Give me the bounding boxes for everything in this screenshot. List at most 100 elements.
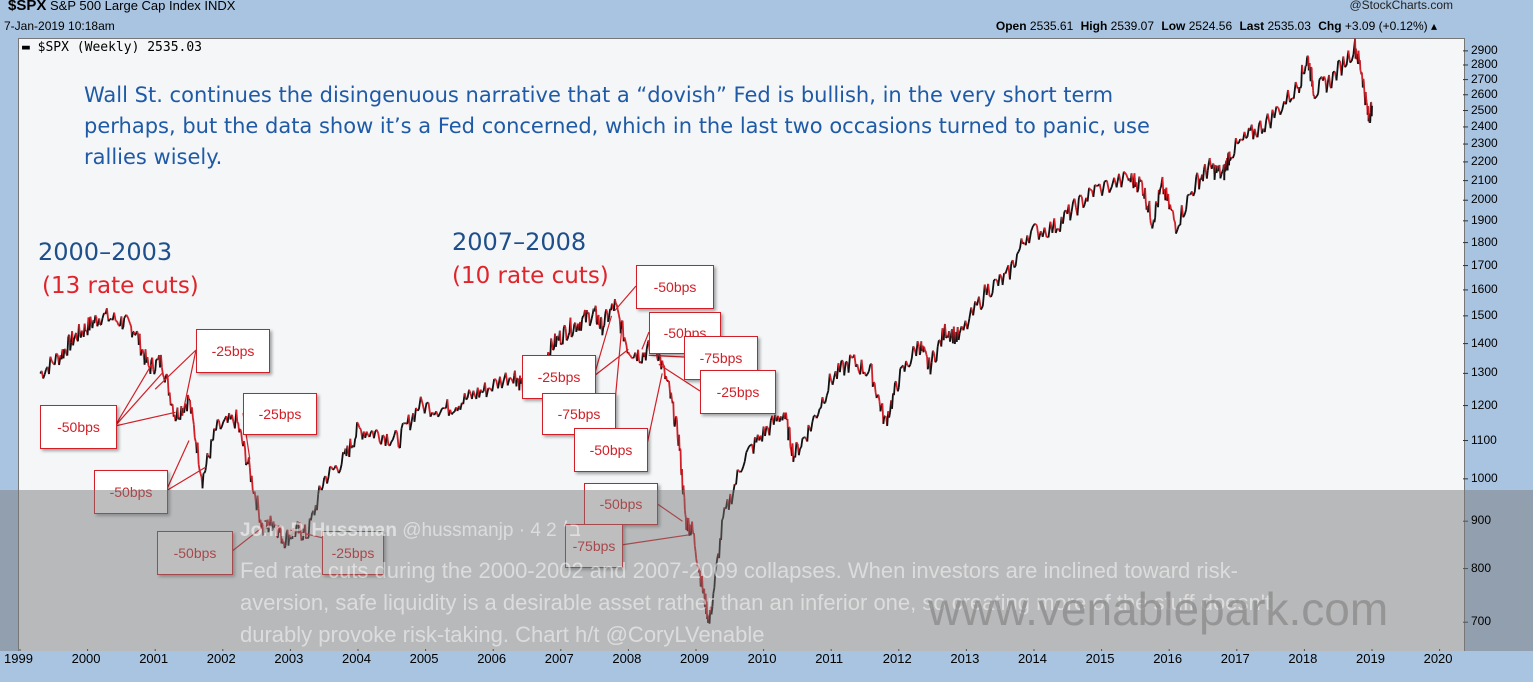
price-segment xyxy=(1239,138,1242,141)
price-segment xyxy=(1144,187,1147,202)
price-segment xyxy=(215,419,219,431)
price-segment xyxy=(607,317,610,323)
price-segment xyxy=(322,477,326,487)
price-segment xyxy=(910,346,915,359)
price-segment xyxy=(1279,109,1284,116)
price-segment xyxy=(625,345,629,354)
rate-cut-callout: -25bps xyxy=(322,531,384,575)
price-segment xyxy=(563,324,567,329)
price-segment xyxy=(171,404,175,417)
price-segment xyxy=(250,475,254,491)
price-segment xyxy=(1347,50,1351,63)
y-tick-label: 900 xyxy=(1471,513,1492,528)
price-segment xyxy=(277,525,281,533)
tweet-author: John P. Hussman @hussmanjp · 4 ב׳ 2 xyxy=(240,520,581,542)
rate-cut-callout: -50bps xyxy=(157,531,233,575)
price-segment xyxy=(465,397,469,401)
price-segment xyxy=(1073,198,1077,208)
price-segment xyxy=(298,522,301,526)
price-segment xyxy=(310,512,314,521)
x-tick-label: 2000 xyxy=(71,651,101,666)
price-segment xyxy=(450,411,454,416)
price-segment xyxy=(115,319,118,323)
x-tick-label: 2014 xyxy=(1018,651,1047,666)
price-segment xyxy=(123,315,126,319)
price-segment xyxy=(284,532,288,546)
price-segment xyxy=(1196,172,1200,178)
price-segment xyxy=(368,431,372,438)
x-tick-label: 2015 xyxy=(1085,651,1115,666)
price-segment xyxy=(1149,217,1152,224)
price-segment xyxy=(1185,195,1189,210)
price-segment xyxy=(236,421,240,424)
price-segment xyxy=(617,313,621,320)
price-segment xyxy=(675,416,678,420)
price-segment xyxy=(929,362,933,375)
price-segment xyxy=(512,375,516,384)
price-segment xyxy=(349,438,353,448)
price-segment xyxy=(615,302,618,306)
callout-pointer xyxy=(614,285,637,311)
price-segment xyxy=(701,575,704,593)
price-segment xyxy=(1106,180,1111,193)
price-segment xyxy=(972,301,976,316)
price-segment xyxy=(1263,119,1268,133)
price-segment xyxy=(926,365,930,370)
price-segment xyxy=(1175,229,1179,234)
price-segment xyxy=(176,407,180,420)
price-segment xyxy=(161,367,164,375)
price-segment xyxy=(865,373,869,377)
price-segment xyxy=(628,354,631,357)
price-segment xyxy=(847,354,851,373)
price-segment xyxy=(1086,187,1090,202)
price-segment xyxy=(1187,193,1190,197)
y-tick-label: 2000 xyxy=(1471,192,1498,207)
x-tick-label: 2006 xyxy=(477,651,507,666)
price-segment xyxy=(365,431,369,436)
price-segment xyxy=(1266,113,1271,122)
price-segment xyxy=(69,342,73,351)
price-segment xyxy=(819,407,822,410)
x-tick-label: 2001 xyxy=(139,651,169,666)
price-segment xyxy=(1269,109,1274,129)
price-segment xyxy=(1159,186,1162,189)
price-segment xyxy=(439,408,443,414)
price-segment xyxy=(134,333,137,336)
y-tick-label: 2900 xyxy=(1471,42,1498,57)
price-segment xyxy=(1136,189,1140,193)
rate-cut-callout: -50bps xyxy=(584,483,658,525)
y-tick-label: 1000 xyxy=(1471,470,1498,485)
price-segment xyxy=(1342,56,1346,68)
index-title: $SPX S&P 500 Large Cap Index INDX xyxy=(8,0,235,14)
price-segment xyxy=(1305,57,1308,67)
price-segment xyxy=(899,366,903,370)
price-segment xyxy=(1130,173,1134,181)
x-tick-label: 2003 xyxy=(274,651,304,666)
price-segment xyxy=(1092,184,1096,197)
price-segment xyxy=(1153,217,1157,223)
price-segment xyxy=(698,570,702,587)
price-segment xyxy=(908,364,912,368)
price-segment xyxy=(987,283,991,297)
price-segment xyxy=(377,433,381,443)
price-segment xyxy=(993,278,996,281)
price-segment xyxy=(768,420,772,436)
price-segment xyxy=(873,383,877,393)
price-segment xyxy=(356,421,359,424)
ohlc-readout: Open 2535.61 High 2539.07 Low 2524.56 La… xyxy=(992,19,1437,33)
price-segment xyxy=(794,442,798,458)
price-segment xyxy=(1148,200,1152,218)
price-segment xyxy=(575,328,579,333)
tweet-author-name: John P. Hussman xyxy=(240,520,397,541)
price-segment xyxy=(318,485,322,489)
price-segment xyxy=(817,408,821,415)
price-segment xyxy=(1080,196,1085,208)
callout-pointer xyxy=(165,440,190,492)
price-segment xyxy=(614,298,617,304)
price-segment xyxy=(693,545,697,552)
price-segment xyxy=(782,412,786,418)
price-segment xyxy=(581,315,584,320)
price-segment xyxy=(83,323,87,332)
source-label: @StockCharts.com xyxy=(1349,0,1453,12)
price-segment xyxy=(256,495,260,509)
